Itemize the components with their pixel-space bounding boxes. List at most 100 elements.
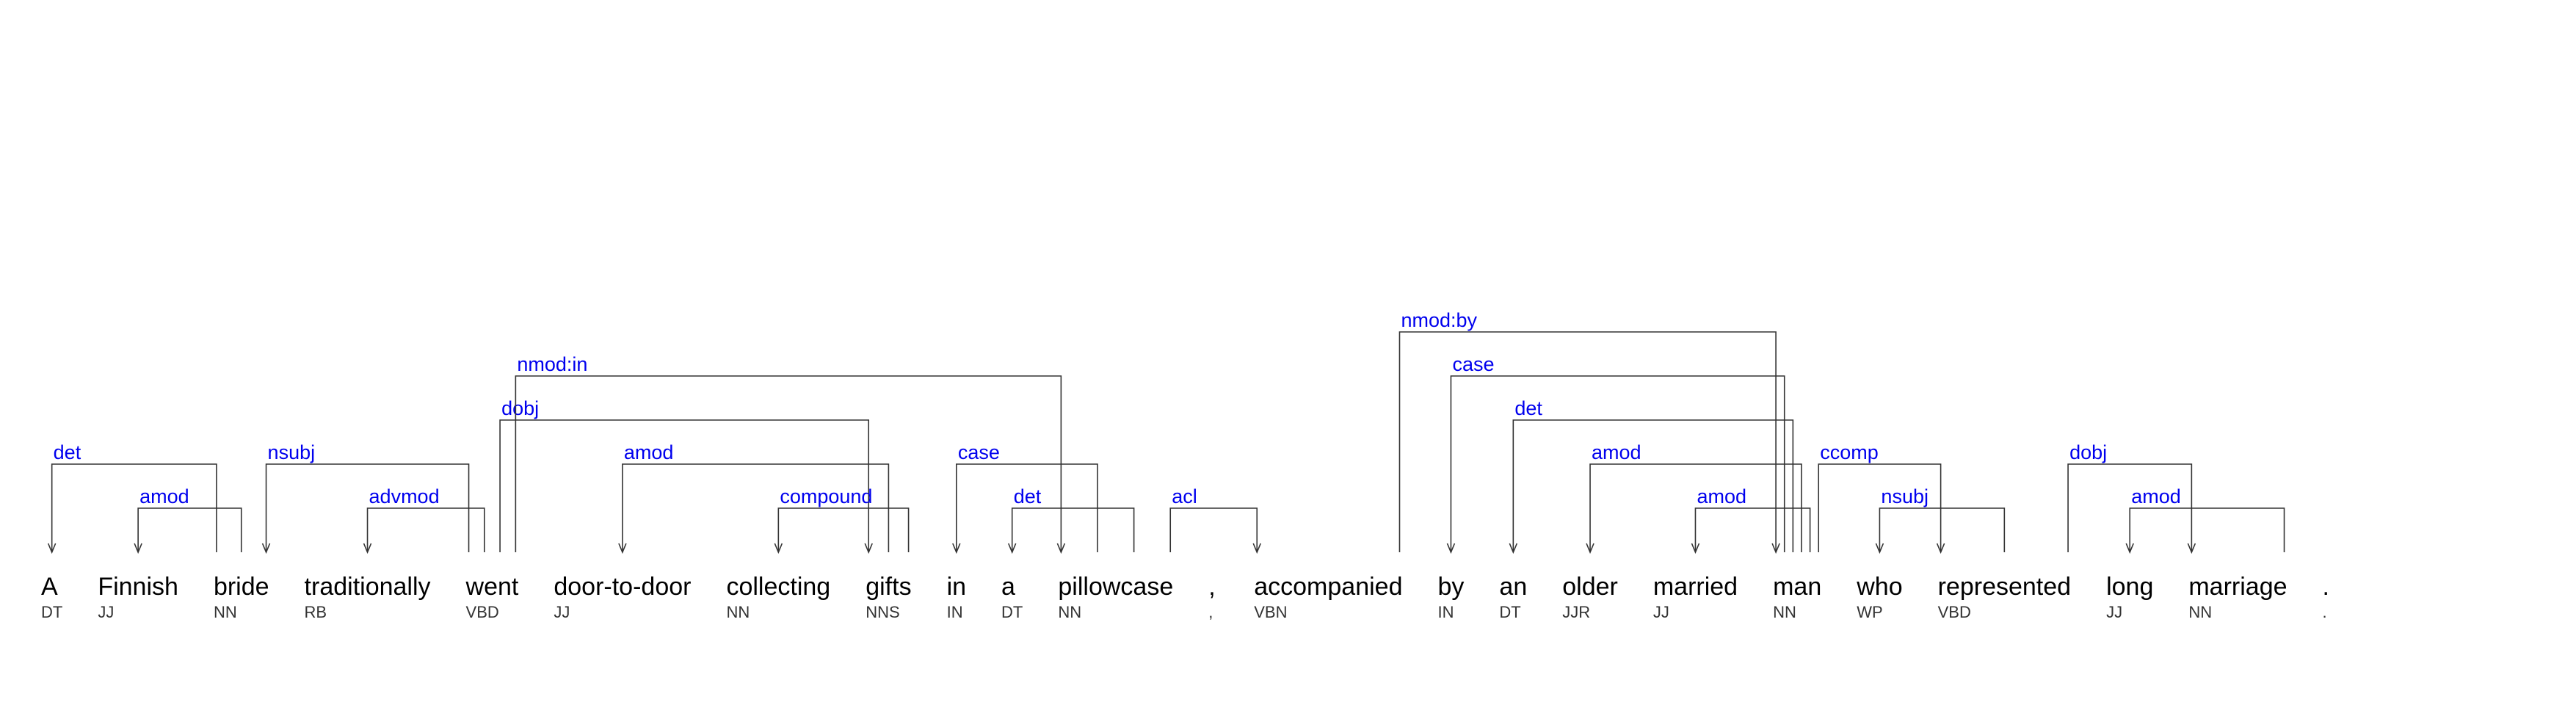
- token-word: Finnish: [98, 573, 178, 601]
- arc-line: [777, 507, 910, 552]
- arrowhead-icon: [774, 543, 783, 554]
- token-pos-tag: NNS: [866, 603, 899, 621]
- arrowhead-icon: [1875, 543, 1884, 554]
- arc-label: ccomp: [1820, 441, 1879, 463]
- token-word: accompanied: [1254, 573, 1402, 601]
- token-pos-tag: NN: [2188, 603, 2212, 621]
- dependency-arc-amod: amod: [2125, 485, 2285, 554]
- arc-line: [2129, 507, 2285, 552]
- dependency-arc-amod: amod: [134, 485, 242, 554]
- arc-label: nmod:in: [517, 353, 587, 375]
- arc-label: amod: [624, 441, 674, 463]
- dependency-arc-det: det: [1007, 485, 1135, 554]
- arc-label: amod: [1592, 441, 1641, 463]
- token-word: an: [1499, 573, 1527, 601]
- arrowhead-icon: [1936, 543, 1945, 554]
- token-word: ,: [1208, 573, 1215, 601]
- token-word: went: [465, 573, 519, 601]
- dependency-arc-dobj: dobj: [499, 397, 873, 554]
- dependency-arc-det: det: [1509, 397, 1794, 554]
- arrowhead-icon: [1691, 543, 1700, 554]
- dependency-arc-compound: compound: [774, 485, 910, 554]
- dependency-arc-det: det: [47, 441, 217, 554]
- token-word: a: [1001, 573, 1015, 601]
- token-pos-tag: VBN: [1254, 603, 1287, 621]
- arrowhead-icon: [2187, 543, 2196, 554]
- arrowhead-icon: [952, 543, 961, 554]
- arrowhead-icon: [1056, 543, 1066, 554]
- token-pos-tag: JJ: [554, 603, 570, 621]
- token-pos-tag: JJR: [1562, 603, 1590, 621]
- dependency-arc-advmod: advmod: [363, 485, 485, 554]
- token-word: door-to-door: [554, 573, 691, 601]
- token-pos-tag: NN: [726, 603, 750, 621]
- arrowhead-icon: [1509, 543, 1518, 554]
- token-word: by: [1437, 573, 1464, 601]
- arc-label: advmod: [369, 485, 440, 507]
- arrowhead-icon: [1007, 543, 1017, 554]
- sentence-tokens: A DT Finnish JJ bride NN traditionally RB went VB…: [41, 573, 2329, 621]
- arrowhead-icon: [864, 543, 873, 554]
- token-word: collecting: [726, 573, 830, 601]
- token-pos-tag: .: [2323, 603, 2327, 621]
- token-pos-tag: IN: [1437, 603, 1454, 621]
- token-pos-tag: IN: [947, 603, 963, 621]
- token-word: man: [1773, 573, 1821, 601]
- token-word: pillowcase: [1058, 573, 1173, 601]
- token-pos-tag: NN: [1058, 603, 1081, 621]
- arrowhead-icon: [618, 543, 627, 554]
- arc-line: [1398, 331, 1777, 552]
- arc-line: [1011, 507, 1135, 552]
- token-word: gifts: [866, 573, 911, 601]
- arc-label: det: [1014, 485, 1042, 507]
- token-pos-tag: JJ: [98, 603, 114, 621]
- dependency-arc-acl: acl: [1169, 485, 1261, 554]
- arrowhead-icon: [1252, 543, 1261, 554]
- arc-line: [1512, 419, 1794, 552]
- token-pos-tag: WP: [1857, 603, 1882, 621]
- arc-line: [137, 507, 242, 552]
- arc-label: nsubj: [268, 441, 316, 463]
- token-word: long: [2106, 573, 2153, 601]
- arc-label: amod: [139, 485, 189, 507]
- token-pos-tag: VBD: [1938, 603, 1971, 621]
- arc-label: dobj: [2069, 441, 2107, 463]
- token-pos-tag: DT: [1499, 603, 1520, 621]
- arc-label: acl: [1172, 485, 1197, 507]
- token-word: bride: [214, 573, 269, 601]
- dependency-arcs: det amod nsubj advmod dobj nmod:in amod compoun…: [47, 309, 2285, 554]
- token-pos-tag: RB: [305, 603, 327, 621]
- token-word: older: [1562, 573, 1618, 601]
- arrowhead-icon: [261, 543, 271, 554]
- token-pos-tag: JJ: [1653, 603, 1669, 621]
- token-pos-tag: NN: [214, 603, 237, 621]
- dependency-arc-ccomp: ccomp: [1818, 441, 1945, 554]
- token-word: married: [1653, 573, 1738, 601]
- token-pos-tag: VBD: [466, 603, 499, 621]
- token-pos-tag: ,: [1208, 603, 1213, 621]
- token-pos-tag: DT: [1001, 603, 1023, 621]
- arrowhead-icon: [1446, 543, 1456, 554]
- token-word: .: [2323, 573, 2329, 601]
- arrowhead-icon: [2125, 543, 2134, 554]
- arc-label: det: [1514, 397, 1542, 419]
- token-word: A: [41, 573, 58, 601]
- token-word: in: [947, 573, 966, 601]
- token-word: traditionally: [305, 573, 431, 601]
- arc-label: dobj: [501, 397, 539, 419]
- arc-label: case: [1452, 353, 1494, 375]
- arc-line: [1694, 507, 1811, 552]
- token-pos-tag: DT: [41, 603, 62, 621]
- dependency-arc-nmod-by: nmod:by: [1398, 309, 1780, 554]
- arc-label: det: [54, 441, 81, 463]
- arrowhead-icon: [1771, 543, 1780, 554]
- dependency-arc-nsubj: nsubj: [1875, 485, 2006, 554]
- arc-line: [499, 419, 870, 552]
- arrowhead-icon: [47, 543, 57, 554]
- arc-line: [1169, 507, 1258, 552]
- token-pos-tag: JJ: [2106, 603, 2122, 621]
- arrowhead-icon: [1586, 543, 1594, 554]
- arc-line: [366, 507, 485, 552]
- arc-label: amod: [2131, 485, 2181, 507]
